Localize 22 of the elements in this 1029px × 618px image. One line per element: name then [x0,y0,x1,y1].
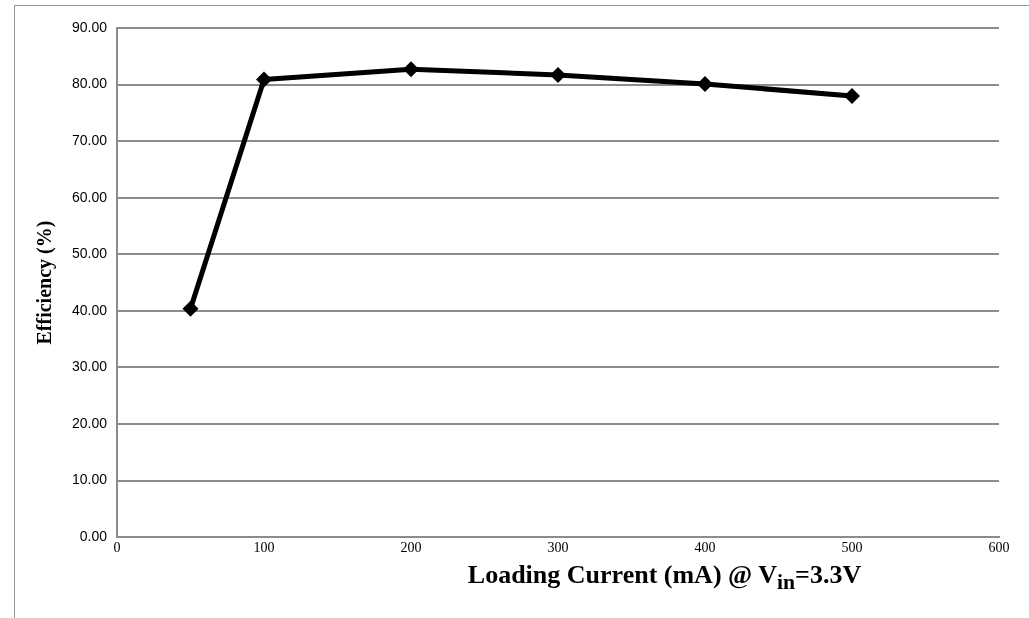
y-tick-label: 50.00 [71,245,108,262]
x-tick-label: 100 [253,540,275,556]
y-tick-label: 0.00 [79,528,108,545]
y-tick-label: 30.00 [71,358,108,375]
x-tick-label: 600 [988,540,1010,556]
y-axis-title: Efficiency (%) [33,220,57,345]
point [256,71,273,88]
y-tick-label: 90.00 [71,18,108,35]
x-tick-label: 200 [400,540,422,556]
y-tick-label: 20.00 [71,414,108,431]
y-tick-label: 40.00 [71,301,108,318]
point [844,87,861,104]
y-tick-label: 60.00 [71,188,108,205]
x-axis-title: Loading Current (mA) @ V$_{in}$=3.3V [466,560,863,596]
point [182,300,199,317]
x-tick-label: 300 [547,540,569,556]
y-tick-label: 10.00 [71,471,108,488]
y-tick-label: 70.00 [71,132,108,149]
x-tick-label: 400 [694,540,716,556]
x-tick-label: 0 [113,540,121,556]
y-tick-label: 80.00 [71,75,108,92]
x-tick-label: 500 [841,540,863,556]
